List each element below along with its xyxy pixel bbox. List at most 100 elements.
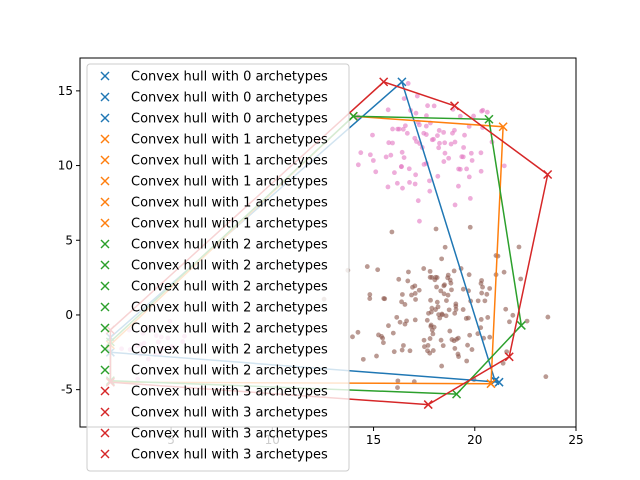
scatter-point <box>399 149 405 155</box>
scatter-point <box>395 385 400 390</box>
scatter-point <box>452 202 458 208</box>
legend-marker <box>100 365 110 375</box>
scatter-point <box>423 132 429 137</box>
legend-entry: Convex hull with 0 archetypes <box>100 70 328 85</box>
scatter-point <box>436 145 442 151</box>
scatter-point <box>417 218 422 224</box>
legend-entry: Convex hull with 1 archetypes <box>100 217 328 232</box>
scatter-point <box>401 343 406 348</box>
scatter-point <box>367 292 373 297</box>
scatter-point <box>422 344 427 350</box>
scatter-point <box>445 292 451 298</box>
scatter-point <box>487 334 493 340</box>
legend-label: Convex hull with 3 archetypes <box>131 406 328 421</box>
scatter-point <box>424 113 429 119</box>
scatter-point <box>407 179 412 185</box>
legend-label: Convex hull with 2 archetypes <box>131 364 328 379</box>
scatter-point <box>480 284 485 290</box>
scatter-point <box>452 346 458 351</box>
scatter-point <box>401 155 407 161</box>
scatter-point <box>446 155 452 161</box>
scatter-point <box>400 185 405 191</box>
scatter-point <box>414 93 420 99</box>
scatter-point <box>355 162 361 168</box>
scatter-point <box>383 154 389 160</box>
legend-entry: Convex hull with 3 archetypes <box>100 427 328 442</box>
scatter-point <box>452 310 458 316</box>
legend-entry: Convex hull with 2 archetypes <box>100 343 328 358</box>
legend-marker <box>100 323 110 333</box>
scatter-point <box>388 152 394 158</box>
scatter-point <box>413 297 418 302</box>
scatter-point <box>421 266 427 271</box>
legend-entry: Convex hull with 3 archetypes <box>100 406 328 421</box>
scatter-point <box>467 224 473 230</box>
legend-label: Convex hull with 3 archetypes <box>131 448 328 463</box>
legend-marker <box>100 239 110 249</box>
scatter-point <box>429 137 435 143</box>
scatter-point <box>446 307 452 313</box>
legend-marker <box>100 176 110 186</box>
scatter-point <box>448 141 454 147</box>
legend-entry: Convex hull with 3 archetypes <box>100 385 328 400</box>
y-tick-label: 15 <box>58 84 73 98</box>
scatter-point <box>467 332 473 338</box>
scatter-point <box>415 198 421 204</box>
legend-label: Convex hull with 2 archetypes <box>131 301 328 316</box>
legend-entry: Convex hull with 2 archetypes <box>100 322 328 337</box>
scatter-point <box>455 335 461 341</box>
hull-vertex-marker <box>516 320 526 330</box>
scatter-point <box>386 140 392 146</box>
scatter-point <box>443 313 449 319</box>
legend-label: Convex hull with 2 archetypes <box>131 343 328 358</box>
legend-marker <box>100 302 110 312</box>
scatter-point <box>431 103 437 109</box>
scatter-point <box>385 107 391 113</box>
y-tick-label: -5 <box>61 383 73 397</box>
scatter-point <box>435 304 441 310</box>
hull-vertex-marker <box>498 122 508 132</box>
scatter-point <box>510 312 516 318</box>
scatter-point <box>445 275 451 281</box>
scatter-point <box>456 183 461 189</box>
legend-marker <box>100 134 110 144</box>
scatter-point <box>453 301 459 307</box>
scatter-point <box>435 173 441 179</box>
scatter-point <box>438 288 444 294</box>
scatter-point <box>447 328 453 334</box>
scatter-point <box>437 140 442 146</box>
scatter-point <box>370 132 375 138</box>
scatter-point <box>430 331 436 337</box>
scatter-point <box>364 264 370 269</box>
scatter-point <box>382 296 388 302</box>
scatter-point <box>440 343 446 349</box>
scatter-point <box>399 164 404 169</box>
scatter-point <box>385 184 391 190</box>
scatter-point <box>487 286 493 291</box>
scatter-point <box>442 244 448 250</box>
x-tick-label: 25 <box>568 433 583 447</box>
legend-marker <box>100 155 110 165</box>
hull-vertex-marker <box>423 400 433 410</box>
scatter-point <box>465 342 470 348</box>
legend-label: Convex hull with 0 archetypes <box>131 70 328 85</box>
scatter-point <box>442 150 448 156</box>
scatter-point <box>350 334 355 340</box>
scatter-point <box>373 169 379 175</box>
scatter-point <box>463 316 469 321</box>
legend-marker <box>100 344 110 354</box>
hull-vertex-marker <box>452 389 462 399</box>
legend-marker <box>100 113 110 123</box>
scatter-point <box>441 291 447 297</box>
scatter-point <box>396 276 402 282</box>
scatter-point <box>402 321 408 327</box>
scatter-point <box>449 337 455 342</box>
y-tick-label: 5 <box>65 233 73 247</box>
scatter-point <box>355 329 361 335</box>
scatter-point <box>449 287 454 293</box>
scatter-point <box>395 378 401 384</box>
scatter-point <box>399 292 405 297</box>
scatter-point <box>406 269 411 275</box>
scatter-point <box>424 317 430 323</box>
scatter-point <box>471 113 476 119</box>
